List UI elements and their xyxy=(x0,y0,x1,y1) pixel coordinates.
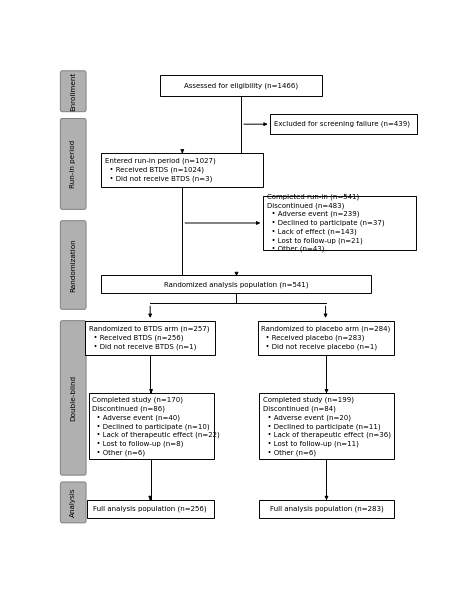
FancyBboxPatch shape xyxy=(259,500,393,518)
Text: Analysis: Analysis xyxy=(70,487,76,517)
Text: Randomized to BTDS arm (n=257)
  • Received BTDS (n=256)
  • Did not receive BTD: Randomized to BTDS arm (n=257) • Receive… xyxy=(89,326,209,350)
FancyBboxPatch shape xyxy=(87,500,213,518)
Text: Randomized analysis population (n=541): Randomized analysis population (n=541) xyxy=(164,281,309,287)
FancyBboxPatch shape xyxy=(101,153,263,186)
FancyBboxPatch shape xyxy=(60,320,86,475)
FancyBboxPatch shape xyxy=(271,114,418,135)
Text: Randomized to placebo arm (n=284)
  • Received placebo (n=283)
  • Did not recei: Randomized to placebo arm (n=284) • Rece… xyxy=(261,326,391,350)
Text: Completed study (n=170)
Discontinued (n=86)
  • Adverse event (n=40)
  • Decline: Completed study (n=170) Discontinued (n=… xyxy=(92,397,220,456)
Text: Double-blind: Double-blind xyxy=(70,375,76,421)
FancyBboxPatch shape xyxy=(60,119,86,209)
FancyBboxPatch shape xyxy=(258,320,393,355)
Text: Full analysis population (n=283): Full analysis population (n=283) xyxy=(270,506,383,513)
Text: Full analysis population (n=256): Full analysis population (n=256) xyxy=(93,506,207,513)
FancyBboxPatch shape xyxy=(160,76,322,96)
Text: Run-in period: Run-in period xyxy=(70,140,76,188)
Text: Enrollment: Enrollment xyxy=(70,71,76,111)
Text: Assessed for eligibility (n=1466): Assessed for eligibility (n=1466) xyxy=(184,83,298,89)
FancyBboxPatch shape xyxy=(60,71,86,112)
Text: Randomization: Randomization xyxy=(70,238,76,292)
FancyBboxPatch shape xyxy=(89,394,213,459)
Text: Excluded for screening failure (n=439): Excluded for screening failure (n=439) xyxy=(274,121,410,127)
Text: Completed run-in (n=541)
Discontinued (n=483)
  • Adverse event (n=239)
  • Decl: Completed run-in (n=541) Discontinued (n… xyxy=(267,194,384,253)
FancyBboxPatch shape xyxy=(101,275,372,293)
FancyBboxPatch shape xyxy=(263,196,416,250)
FancyBboxPatch shape xyxy=(259,394,393,459)
FancyBboxPatch shape xyxy=(60,482,86,523)
FancyBboxPatch shape xyxy=(85,320,215,355)
Text: Entered run-in period (n=1027)
  • Received BTDS (n=1024)
  • Did not receive BT: Entered run-in period (n=1027) • Receive… xyxy=(105,158,216,182)
Text: Completed study (n=199)
Discontinued (n=84)
  • Adverse event (n=20)
  • Decline: Completed study (n=199) Discontinued (n=… xyxy=(263,397,391,456)
FancyBboxPatch shape xyxy=(60,221,86,309)
